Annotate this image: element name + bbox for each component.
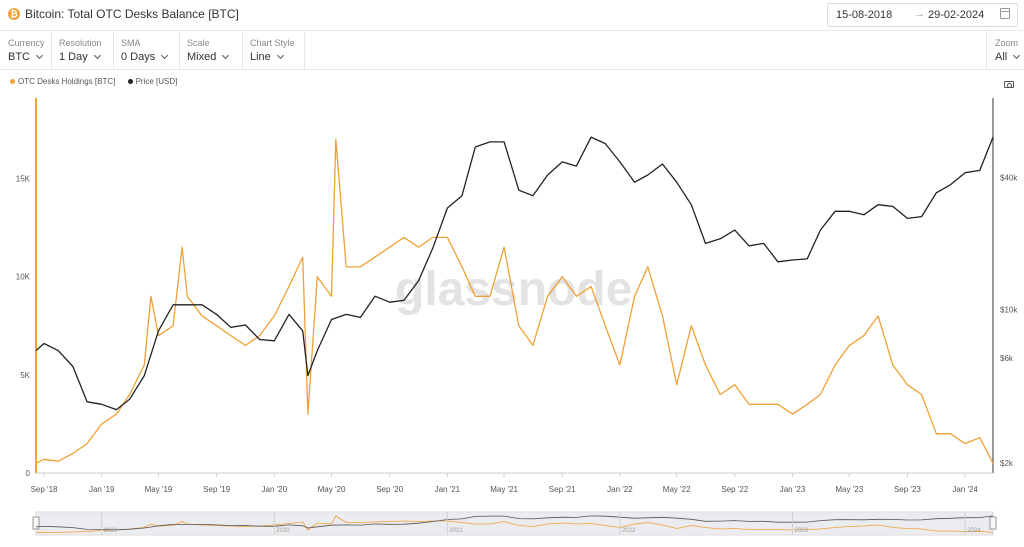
y-left-tick-label: 0 <box>26 469 31 478</box>
navigator[interactable]: 2019 2020 2021 2022 2023 2024 <box>32 511 997 536</box>
navigator-year-label: 2019 <box>104 528 118 534</box>
resolution-label: Resolution <box>59 38 102 48</box>
sma-select[interactable]: SMA 0 Days <box>113 31 180 69</box>
y-right-tick-label: $10k <box>1000 305 1018 314</box>
resolution-value[interactable]: 1 Day <box>59 51 101 63</box>
navigator-year-label: 2022 <box>622 528 636 534</box>
date-range-picker[interactable]: 15-08-2018 → 29-02-2024 <box>827 3 1018 27</box>
legend-label: Price [USD] <box>135 77 178 86</box>
currency-label: Currency <box>8 38 45 48</box>
x-tick-label: May '22 <box>663 485 691 494</box>
series-layer <box>35 136 994 464</box>
legend-dot <box>10 79 15 84</box>
calendar-icon[interactable] <box>1000 8 1010 19</box>
sma-label: SMA <box>121 38 141 48</box>
chevron-down-icon <box>276 51 284 60</box>
x-tick-label: Sep '21 <box>549 485 576 494</box>
y-right-tick-label: $6k <box>1000 354 1014 363</box>
zoom-select[interactable]: Zoom All <box>986 31 1024 69</box>
x-tick-label: May '19 <box>145 485 173 494</box>
chevron-down-icon <box>93 51 101 60</box>
y-right-tick-label: $40k <box>1000 173 1018 182</box>
zoom-value[interactable]: All <box>995 51 1021 63</box>
chevron-down-icon <box>161 51 169 60</box>
chevron-down-icon <box>35 51 44 60</box>
scale-label: Scale <box>187 38 210 48</box>
left-axis: 0 5K 10K 15K <box>16 98 37 478</box>
watermark: glassnode <box>395 263 632 316</box>
x-tick-label: Jan '22 <box>607 485 633 494</box>
resolution-select[interactable]: Resolution 1 Day <box>51 31 114 69</box>
x-axis: Sep '18 Jan '19 May '19 Sep '19 Jan '20 May '… <box>31 472 993 494</box>
navigator-handle-left <box>32 516 40 530</box>
camera-icon[interactable] <box>1004 81 1014 88</box>
chart-style-label: Chart Style <box>250 38 295 48</box>
chart-style-select[interactable]: Chart Style Line <box>242 31 305 69</box>
x-tick-label: May '23 <box>835 485 863 494</box>
navigator-line-holdings <box>35 515 994 533</box>
page-title: Bitcoin: Total OTC Desks Balance [BTC] <box>25 7 239 21</box>
header: ₿ Bitcoin: Total OTC Desks Balance [BTC]… <box>0 0 1024 30</box>
chevron-down-icon <box>222 51 230 60</box>
navigator-year-label: 2021 <box>449 528 463 534</box>
navigator-year-label: 2024 <box>967 528 981 534</box>
navigator-year-label: 2023 <box>795 528 809 534</box>
navigator-line-price <box>35 515 994 531</box>
scale-select[interactable]: Scale Mixed <box>179 31 243 69</box>
series-line-otc-holdings <box>35 138 994 464</box>
series-line-price <box>35 136 994 411</box>
navigator-year-label: 2020 <box>276 528 290 534</box>
x-tick-label: Jan '20 <box>262 485 288 494</box>
navigator-selection <box>37 513 992 534</box>
legend: OTC Desks Holdings [BTC] Price [USD] <box>10 77 187 86</box>
x-tick-label: Sep '22 <box>721 485 748 494</box>
x-tick-label: Sep '23 <box>894 485 921 494</box>
x-tick-label: Sep '18 <box>31 485 58 494</box>
sma-value[interactable]: 0 Days <box>121 51 169 63</box>
date-from[interactable]: 15-08-2018 <box>836 9 893 21</box>
chart-style-value[interactable]: Line <box>250 51 284 63</box>
date-to[interactable]: 29-02-2024 <box>928 9 985 21</box>
y-left-tick-label: 10K <box>16 273 31 282</box>
x-tick-label: Jan '24 <box>952 485 978 494</box>
legend-item-holdings[interactable]: OTC Desks Holdings [BTC] <box>10 77 115 86</box>
y-right-tick-label: $2k <box>1000 459 1014 468</box>
x-tick-label: Sep '19 <box>203 485 230 494</box>
scale-value[interactable]: Mixed <box>187 51 230 63</box>
x-tick-label: May '20 <box>318 485 346 494</box>
legend-label: OTC Desks Holdings [BTC] <box>18 77 116 86</box>
zoom-label: Zoom <box>995 38 1019 48</box>
x-tick-label: Jan '23 <box>780 485 806 494</box>
legend-dot <box>127 79 133 84</box>
currency-select[interactable]: Currency BTC <box>0 31 52 69</box>
y-left-tick-label: 5K <box>20 371 30 380</box>
x-tick-label: Jan '19 <box>89 485 115 494</box>
navigator-handle-right <box>989 516 997 530</box>
x-tick-label: Sep '20 <box>376 485 403 494</box>
bitcoin-logo-icon: ₿ <box>8 8 20 20</box>
y-left-tick-label: 15K <box>16 175 31 184</box>
legend-item-price[interactable]: Price [USD] <box>127 77 178 86</box>
arrow-right-icon: → <box>914 8 925 20</box>
toolbar: Currency BTC Resolution 1 Day SMA 0 Days… <box>0 30 1024 70</box>
currency-value[interactable]: BTC <box>8 51 44 63</box>
x-tick-label: Jan '21 <box>435 485 461 494</box>
chevron-down-icon <box>1013 51 1021 60</box>
right-axis: $2k $6k $10k $40k <box>992 98 1018 473</box>
x-tick-label: May '21 <box>490 485 518 494</box>
